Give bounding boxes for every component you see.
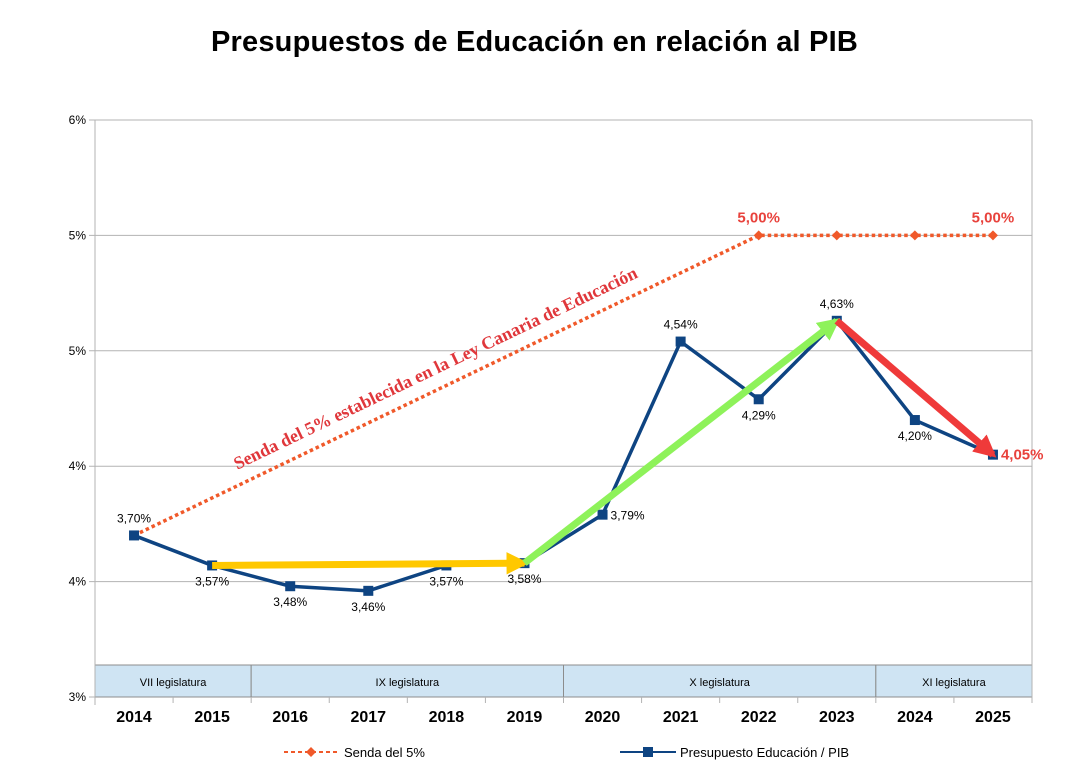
presupuesto-data-label: 4,05% <box>1001 447 1044 464</box>
legislatura-label: XI legislatura <box>922 677 986 689</box>
senda-line <box>133 233 993 538</box>
presupuesto-marker <box>909 415 920 426</box>
presupuesto-marker <box>285 581 296 592</box>
x-tick-label: 2016 <box>272 709 308 726</box>
presupuesto-data-label: 4,63% <box>820 297 854 311</box>
legend-presupuesto-marker <box>643 747 653 757</box>
presupuesto-data-label: 3,46% <box>351 600 385 614</box>
legend-presupuesto-label: Presupuesto Educación / PIB <box>680 745 849 760</box>
presupuesto-marker <box>363 585 374 596</box>
senda-annotation: Senda del 5% establecida en la Ley Canar… <box>230 263 640 474</box>
y-tick-label: 4% <box>69 575 87 589</box>
presupuesto-marker <box>597 509 608 520</box>
data-labels: 5,00% 5,00% 3,70% 3,57% 3,48% 3,46% 3,57% 3,58%… <box>117 209 1043 613</box>
presupuesto-marker <box>675 336 686 347</box>
x-tick-label: 2018 <box>429 709 465 726</box>
senda-marker <box>831 230 842 241</box>
presupuesto-data-label: 3,70% <box>117 511 151 525</box>
presupuesto-line <box>133 318 994 593</box>
annotation-layer: Senda del 5% establecida en la Ley Canar… <box>230 263 640 474</box>
y-tick-label: 4% <box>69 459 87 473</box>
x-tick-label: 2025 <box>975 709 1011 726</box>
green-arrow <box>522 318 841 566</box>
senda-marker <box>909 230 920 241</box>
yellow-arrow <box>212 552 529 575</box>
presupuesto-data-label: 3,57% <box>195 574 229 588</box>
presupuesto-data-label: 3,79% <box>611 509 645 523</box>
legislatura-bands: VII legislatura IX legislatura X legislatu… <box>94 664 1033 698</box>
x-tick-label: 2015 <box>194 709 230 726</box>
x-tick-label: 2023 <box>819 709 855 726</box>
grid <box>89 119 1032 698</box>
presupuesto-data-label: 4,20% <box>898 429 932 443</box>
presupuesto-marker <box>129 530 140 541</box>
x-tick-label: 2019 <box>507 709 543 726</box>
presupuesto-data-label: 4,54% <box>664 318 698 332</box>
x-tick-label: 2017 <box>350 709 386 726</box>
legend: Senda del 5% Presupuesto Educación / PIB <box>284 745 849 760</box>
presupuesto-data-label: 4,29% <box>742 408 776 422</box>
presupuesto-data-label: 3,58% <box>507 572 541 586</box>
senda-marker <box>753 230 764 241</box>
presupuesto-data-label: 3,48% <box>273 595 307 609</box>
red-arrow <box>834 318 997 458</box>
series-senda <box>133 230 998 538</box>
y-tick-label: 5% <box>69 344 87 358</box>
legend-senda-label: Senda del 5% <box>344 745 425 760</box>
senda-data-label: 5,00% <box>737 209 780 226</box>
senda-marker <box>987 230 998 241</box>
presupuesto-marker <box>753 394 764 405</box>
trend-arrows <box>212 318 997 575</box>
x-tick-label: 2020 <box>585 709 621 726</box>
legislatura-label: X legislatura <box>689 677 750 689</box>
axes: 3% 4% 4% 5% 5% 6% 2014 2015 2016 2017 2018 2019 2020… <box>69 113 1033 726</box>
presupuesto-data-label: 3,57% <box>429 574 463 588</box>
x-tick-label: 2014 <box>116 709 152 726</box>
senda-data-label: 5,00% <box>972 209 1015 226</box>
legislatura-label: IX legislatura <box>376 677 440 689</box>
y-tick-label: 6% <box>69 113 87 127</box>
y-tick-label: 5% <box>69 228 87 242</box>
x-tick-label: 2021 <box>663 709 699 726</box>
legislatura-label: VII legislatura <box>140 677 208 689</box>
legend-senda-marker <box>306 747 316 757</box>
x-tick-label: 2024 <box>897 709 933 726</box>
y-tick-label: 3% <box>69 690 87 704</box>
chart-title: Presupuestos de Educación en relación al… <box>211 26 858 58</box>
x-tick-label: 2022 <box>741 709 777 726</box>
